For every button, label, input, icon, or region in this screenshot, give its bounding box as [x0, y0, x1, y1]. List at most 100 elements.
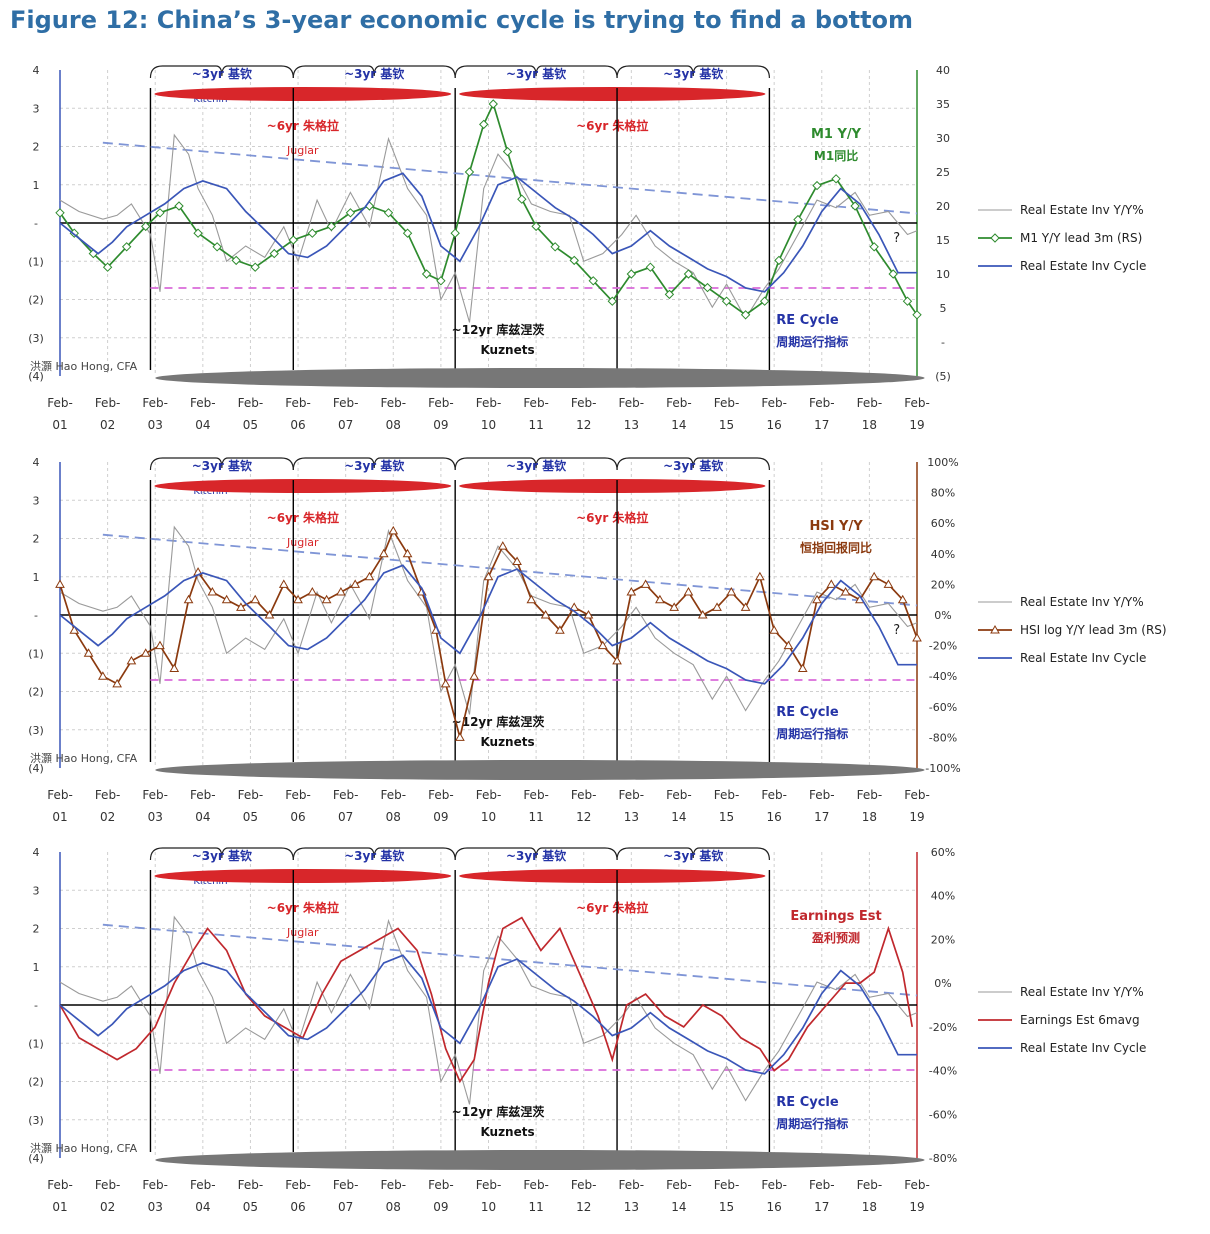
question-mark: ? — [893, 231, 900, 246]
x-tick-label: Feb- — [95, 788, 121, 802]
kuznets-en-label: Kuznets — [480, 735, 534, 749]
x-tick-label: Feb- — [285, 1178, 311, 1192]
juglar-label: ~6yr 朱格拉 — [267, 510, 339, 525]
x-tick-label: 01 — [52, 810, 67, 824]
kitchin-label: ~3yr 基钦 — [663, 848, 723, 863]
x-tick-label: 18 — [862, 1200, 877, 1214]
x-tick-label: Feb- — [523, 396, 549, 410]
x-tick-label: Feb- — [714, 788, 740, 802]
re-cycle-cn-label: 周期运行指标 — [776, 726, 848, 741]
right-tick-label: -100% — [925, 762, 960, 775]
x-tick-label: 03 — [148, 810, 163, 824]
x-tick-label: Feb- — [761, 396, 787, 410]
series-point — [388, 525, 399, 535]
x-tick-label: Feb- — [380, 1178, 406, 1192]
x-tick-label: Feb- — [619, 788, 645, 802]
legend-marker — [990, 624, 1000, 634]
x-tick-label: Feb- — [619, 396, 645, 410]
x-tick-label: Feb- — [238, 1178, 264, 1192]
juglar-label: ~6yr 朱格拉 — [267, 118, 339, 133]
left-tick-label: 1 — [33, 961, 40, 974]
right-tick-label: 5 — [940, 302, 947, 315]
kitchin-bracket — [454, 65, 618, 79]
x-tick-label: 13 — [624, 1200, 639, 1214]
x-tick-label: 11 — [528, 418, 543, 432]
left-tick-label: (2) — [28, 686, 44, 699]
x-tick-label: 01 — [52, 418, 67, 432]
series-point — [797, 663, 808, 673]
left-tick-label: (1) — [28, 255, 44, 268]
trend-line — [102, 923, 918, 997]
series-point — [479, 119, 489, 130]
x-tick-label: Feb- — [571, 788, 597, 802]
left-tick-label: - — [34, 999, 38, 1012]
series-point — [236, 602, 246, 611]
series-point — [655, 594, 665, 604]
x-tick-label: 08 — [386, 1200, 401, 1214]
series-point — [697, 609, 708, 619]
right-tick-label: 40 — [936, 64, 950, 77]
juglar-en-label: Juglar — [286, 926, 319, 939]
x-tick-label: Feb- — [666, 396, 692, 410]
x-tick-label: Feb- — [619, 1178, 645, 1192]
x-tick-label: Feb- — [904, 1178, 930, 1192]
x-tick-label: 07 — [338, 810, 353, 824]
x-tick-label: 12 — [576, 1200, 591, 1214]
right-tick-label: -80% — [929, 731, 957, 744]
series-point — [897, 594, 908, 604]
x-tick-label: Feb- — [380, 788, 406, 802]
juglar-label: ~6yr 朱格拉 — [576, 900, 648, 915]
kitchin-label: ~3yr 基钦 — [663, 458, 723, 473]
x-tick-label: Feb- — [95, 396, 121, 410]
x-tick-label: Feb- — [190, 396, 216, 410]
x-tick-label: 14 — [671, 1200, 686, 1214]
series-point — [912, 632, 922, 642]
kitchin-label: ~3yr 基钦 — [344, 848, 404, 863]
series-point — [826, 579, 837, 588]
x-tick-label: Feb- — [238, 788, 264, 802]
juglar-band — [154, 869, 452, 883]
kuznets-label: ~12yr 库兹涅茨 — [452, 714, 545, 729]
kitchin-label: ~3yr 基钦 — [506, 848, 566, 863]
right-tick-label: 40% — [931, 890, 955, 903]
series-point — [97, 671, 108, 680]
series-point — [421, 269, 432, 279]
right-tick-label: 80% — [931, 487, 955, 500]
x-tick-label: 11 — [528, 1200, 543, 1214]
kitchin-label: ~3yr 基钦 — [506, 66, 566, 81]
x-tick-label: Feb- — [238, 396, 264, 410]
series-point — [769, 625, 780, 634]
series-point — [169, 663, 180, 673]
series-point — [664, 289, 675, 300]
x-tick-label: Feb- — [904, 396, 930, 410]
kitchin-bracket — [616, 65, 771, 79]
x-tick-label: Feb- — [428, 1178, 454, 1192]
juglar-en-label: Juglar — [286, 536, 319, 549]
series-point — [264, 609, 275, 619]
x-tick-label: Feb- — [476, 396, 502, 410]
kitchin-bracket — [616, 847, 771, 861]
chart-2-re-vs-hsi: ~3yr 基钦 ~3yr 基钦 ~3yr 基钦 ~3yr 基钦 Kitchin ~6yr … — [28, 456, 1166, 824]
series-point — [550, 242, 560, 252]
series-point — [540, 609, 551, 619]
series-point — [869, 242, 879, 252]
series-point — [402, 548, 413, 558]
x-tick-label: 13 — [624, 418, 639, 432]
juglar-band — [459, 87, 766, 101]
x-tick-label: 19 — [909, 1200, 924, 1214]
left-tick-label: 4 — [33, 456, 40, 469]
series-point — [121, 242, 132, 252]
series-point — [588, 276, 598, 286]
series-point — [364, 571, 375, 581]
series-point — [321, 594, 332, 604]
x-tick-label: 09 — [433, 1200, 448, 1214]
x-tick-label: Feb- — [714, 396, 740, 410]
x-tick-label: Feb- — [857, 788, 883, 802]
series-point — [626, 269, 637, 279]
re-cycle-label: RE Cycle — [776, 1095, 839, 1110]
right-tick-label: 20 — [936, 200, 950, 213]
kuznets-label: ~12yr 库兹涅茨 — [452, 1104, 545, 1119]
series-point — [912, 310, 922, 320]
x-tick-label: Feb- — [571, 396, 597, 410]
x-tick-label: 17 — [814, 1200, 829, 1214]
